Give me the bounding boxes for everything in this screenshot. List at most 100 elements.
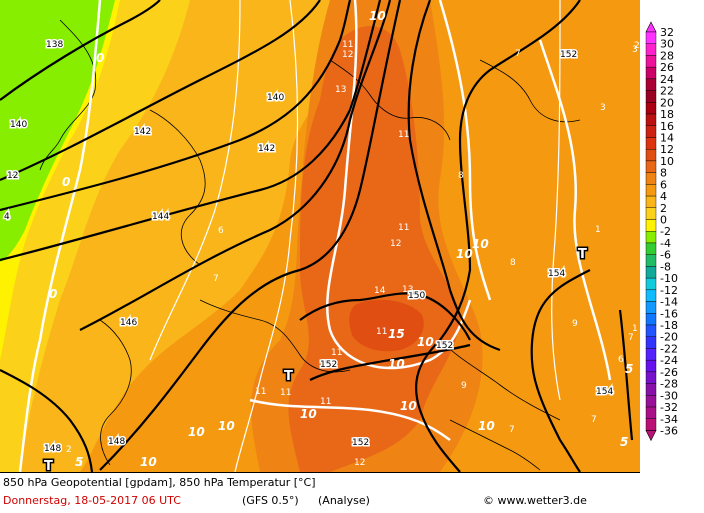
legend-swatch [645,31,657,44]
legend-arrow-top [645,21,657,33]
legend-swatch [645,125,657,138]
geopotential-label: 146 [120,318,137,328]
footer-run: (Analyse) [318,494,370,507]
legend-swatch [645,418,657,431]
isotherm-label: 11 [376,327,387,337]
low-pressure-center: T [44,459,53,472]
legend-swatch [645,313,657,326]
legend-swatch [645,55,657,68]
legend-swatch [645,113,657,126]
legend-label: -26 [660,366,678,379]
isotherm-label: 11 [398,223,409,233]
legend-label: -32 [660,401,678,414]
isotherm-label-bold: 0 [96,51,104,65]
legend-swatch [645,207,657,220]
footer-copyright: © www.wetter3.de [483,494,587,507]
isotherm-label: 3 [77,459,83,469]
isotherm-label: 7 [591,415,597,425]
geopotential-label: 154 [596,387,613,397]
geopotential-label: 12 [7,171,18,181]
legend-swatch [645,195,657,209]
legend-label: 10 [660,155,674,168]
legend-label: -18 [660,319,678,332]
geopotential-label: 138 [46,40,63,50]
legend-label: -16 [660,307,678,320]
legend-swatch [645,231,657,244]
geopotential-contours [0,0,634,472]
legend-swatch [645,289,657,302]
isotherm-label: 12 [342,50,353,60]
legend-swatch [645,160,657,173]
isotherm-label: 11 [398,130,409,140]
isotherm-label: 11 [342,40,353,50]
legend-label: 16 [660,120,674,133]
legend-swatch [645,371,657,384]
legend-label: 28 [660,49,674,62]
geopotential-label: 142 [134,127,151,137]
legend-label: 32 [660,26,674,39]
footer-model: (GFS 0.5°) [242,494,299,507]
isotherm-label-bold: 10 [388,357,405,371]
isotherm-label: 7 [515,49,521,59]
isotherm-label: 2 [634,41,640,51]
geopotential-label: 154 [548,269,565,279]
isotherm-label-bold: 5 [620,435,628,449]
isotherm-label: 7 [628,333,634,343]
legend-label: -10 [660,272,678,285]
legend-label: 30 [660,38,674,51]
isotherm-label: 11 [280,388,291,398]
geopotential-label: 144 [152,212,169,222]
isotherm-label: 1 [595,225,601,235]
legend-label: 20 [660,96,674,109]
legend-label: 0 [660,214,667,227]
isotherm-label: 9 [461,381,467,391]
isotherm-label-bold: 10 [369,9,386,23]
legend-swatch [645,254,657,267]
legend-swatch [645,43,657,56]
isotherm-label: 12 [354,458,365,468]
legend-swatch [645,102,657,115]
isotherm-label: 2 [66,445,72,455]
geopotential-label: 140 [267,93,284,103]
footer-title: 850 hPa Geopotential [gpdam], 850 hPa Te… [3,476,316,489]
isotherm-label: 9 [572,319,578,329]
isotherm-label: 8 [510,258,516,268]
legend-label: 18 [660,108,674,121]
isotherm-label: 7 [509,425,515,435]
temp-field-6-8-east [520,0,640,472]
legend-label: -28 [660,378,678,391]
legend-label: -14 [660,296,678,309]
isotherm-label: 14 [374,286,386,296]
isotherm-label-bold: 10 [400,399,417,413]
legend-swatch [645,324,657,337]
isotherm-label-bold: 10 [188,425,205,439]
isotherm-label-bold: 5 [75,455,83,469]
temp-field-12-14 [349,299,424,352]
isotherm-label: 13 [402,285,413,295]
legend-label: -12 [660,284,678,297]
isotherm-label-bold: 15 [388,327,405,341]
legend-swatch [645,78,657,91]
legend-swatch [645,383,657,396]
legend-label: -36 [660,424,678,437]
geopotential-label: 152 [560,50,577,60]
legend-swatch [645,336,657,349]
isotherm-label: 8 [458,171,464,181]
legend-swatch [645,66,657,80]
isotherm-label: 11 [255,387,266,397]
legend-label: -30 [660,389,678,402]
legend-swatch [645,348,657,361]
legend-swatch [645,277,657,291]
legend-label: -24 [660,354,678,367]
legend-label: 2 [660,202,667,215]
map-footer: 850 hPa Geopotential [gpdam], 850 hPa Te… [0,472,640,513]
legend-swatch [645,148,657,162]
legend-swatch [645,184,657,197]
isotherm-label: 1 [632,324,638,334]
isotherm-label-bold: 10 [218,419,235,433]
isotherm-label-bold: 0 [49,287,57,301]
geopotential-label: 152 [320,360,337,370]
legend-swatch [645,219,657,232]
legend-label: -22 [660,342,678,355]
legend-label: 14 [660,131,674,144]
